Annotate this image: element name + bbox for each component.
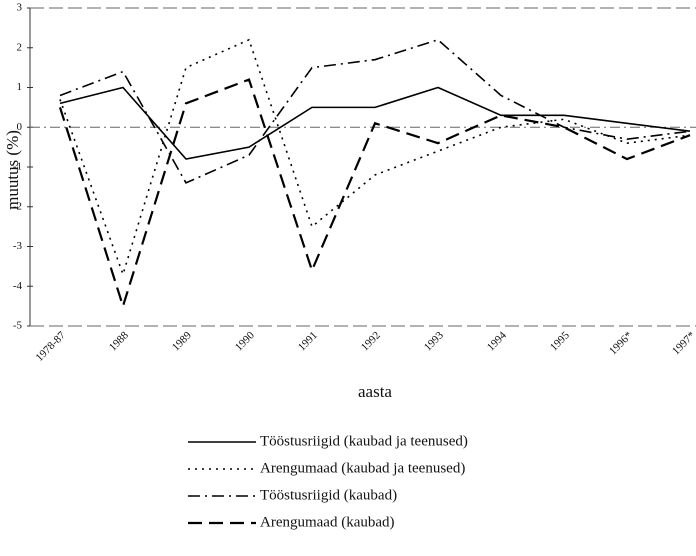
x-tick-label: 1989 xyxy=(170,329,194,353)
legend-label: Arengumaad (kaubad) xyxy=(260,514,395,530)
y-tick-label: -4 xyxy=(13,280,23,292)
x-tick-label: 1991 xyxy=(296,329,320,353)
x-tick-label: 1978-87 xyxy=(33,329,68,364)
x-tick-label: 1988 xyxy=(107,329,131,353)
y-tick-label: -1 xyxy=(13,161,22,173)
y-tick-label: 2 xyxy=(17,41,23,53)
series-line xyxy=(59,38,691,277)
x-tick-label: 1997* xyxy=(670,329,696,357)
series-line xyxy=(59,86,691,160)
x-tick-label: 1992 xyxy=(359,329,383,353)
y-tick-label: -5 xyxy=(13,320,23,332)
x-tick-label: 1996* xyxy=(607,329,635,357)
series-line xyxy=(59,38,691,184)
x-tick-label: 1993 xyxy=(422,329,446,353)
legend-label: Arengumaad (kaubad ja teenused) xyxy=(260,460,465,476)
legend-label: Tööstusriigid (kaubad) xyxy=(260,487,397,503)
y-axis-label: muutus (%) xyxy=(3,130,22,210)
legend-label: Tööstusriigid (kaubad ja teenused) xyxy=(260,433,468,449)
y-tick-label: -2 xyxy=(13,200,22,212)
y-tick-label: 1 xyxy=(17,81,23,93)
x-tick-label: 1994 xyxy=(485,329,509,353)
y-tick-label: -3 xyxy=(13,240,23,252)
x-tick-label: 1995 xyxy=(548,329,572,353)
x-tick-label: 1990 xyxy=(233,329,257,353)
y-tick-label: 0 xyxy=(17,121,23,133)
y-tick-label: 3 xyxy=(17,2,23,14)
x-axis-label: aasta xyxy=(358,382,392,401)
series-line xyxy=(58,78,691,310)
